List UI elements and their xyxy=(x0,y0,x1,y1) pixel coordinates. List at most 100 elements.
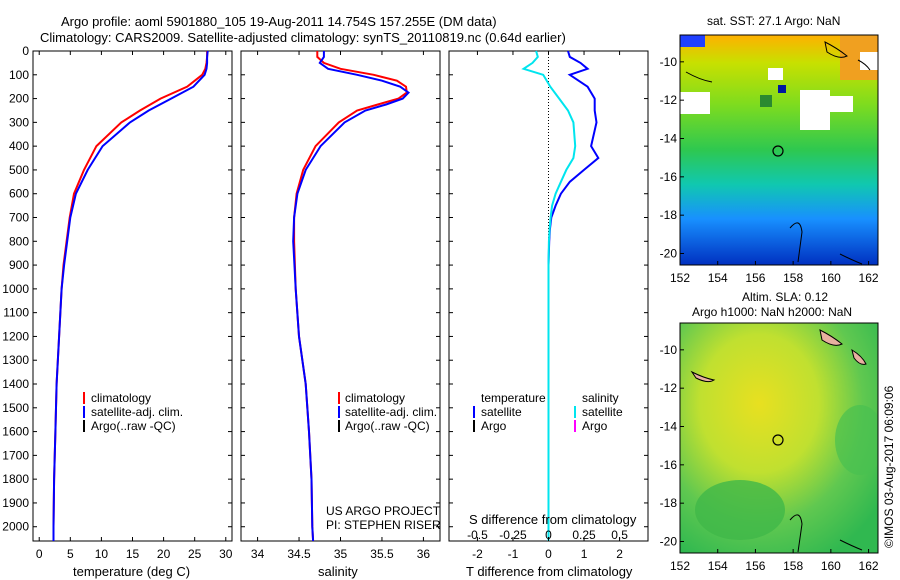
depth-tick-label: 300 xyxy=(9,115,29,129)
depth-tick-label: 1800 xyxy=(2,472,29,486)
difference-xlabel-top: S difference from climatology xyxy=(469,512,637,527)
map-y-tick-label: -20 xyxy=(660,535,678,549)
salinity-xlabel: salinity xyxy=(318,564,358,579)
title-line-2: Climatology: CARS2009. Satellite-adjuste… xyxy=(40,30,566,45)
x-tick-label: 34.5 xyxy=(287,547,311,561)
legend-argo-label: Argo(..raw -QC) xyxy=(345,419,430,433)
sla-map-coastlines xyxy=(690,329,867,553)
sst-map-coastlines xyxy=(685,41,871,265)
legend-temp-satellite-label: satellite xyxy=(481,405,522,419)
temperature-legend: climatology satellite-adj. clim. Argo(..… xyxy=(83,391,183,433)
difference-legend: temperature satellite Argo salinity sate… xyxy=(473,391,623,433)
salinity-legend: climatology satellite-adj. clim. Argo(..… xyxy=(338,391,437,433)
temperature-plot: 0 5 10 15 20 25 30 xyxy=(36,50,233,561)
x-tick-label: 15 xyxy=(126,547,140,561)
map-x-tick-label: 156 xyxy=(745,271,765,285)
sla-argo-position-marker xyxy=(772,434,784,446)
depth-tick-label: 500 xyxy=(9,163,29,177)
depth-tick-label: 1500 xyxy=(2,401,29,415)
map-y-tick-label: -14 xyxy=(660,132,678,146)
series-line-climatology xyxy=(52,51,209,541)
x-tick-label: 35.5 xyxy=(370,547,394,561)
legend-sal-satellite-label: satellite xyxy=(582,405,623,419)
depth-axis: 0 100 200 300 400 500 600 700 800 900 1000 1100 1200… xyxy=(2,44,648,534)
legend-satellite-label: satellite-adj. clim. xyxy=(91,405,183,419)
legend-argo-label: Argo(..raw -QC) xyxy=(91,419,176,433)
map-x-tick-label: 154 xyxy=(708,271,728,285)
difference-plot: -2 -1 0 1 2 -0.5 -0.25 0 0.25 0.5 xyxy=(467,50,628,561)
series-line-satellite-adj-clim- xyxy=(52,50,209,541)
s-tick-label: 0.5 xyxy=(611,528,628,542)
depth-tick-label: 1600 xyxy=(2,425,29,439)
depth-tick-label: 1900 xyxy=(2,496,29,510)
project-annotation: US ARGO PROJECT xyxy=(326,504,441,518)
salinity-plot: 34 34.5 35 35.5 36 xyxy=(251,51,430,561)
x-tick-label: 25 xyxy=(188,547,202,561)
x-tick-label: 35 xyxy=(334,547,348,561)
temperature-axes xyxy=(32,50,233,542)
pi-annotation: PI: STEPHEN RISER xyxy=(326,518,441,532)
depth-tick-label: 1400 xyxy=(2,377,29,391)
x-tick-label: 34 xyxy=(251,547,265,561)
map-x-tick-label: 160 xyxy=(821,271,841,285)
map-x-tick-label: 158 xyxy=(783,559,803,573)
map-x-tick-label: 154 xyxy=(708,559,728,573)
x-tick-label: 0 xyxy=(545,547,552,561)
depth-tick-label: 100 xyxy=(9,68,29,82)
map-y-tick-label: -10 xyxy=(660,55,678,69)
depth-tick-label: 1700 xyxy=(2,448,29,462)
difference-xlabel-bottom: T difference from climatology xyxy=(466,564,633,579)
sst-map-axes: 152 154 156 158 160 162 -10 -12 -14 -16 -18 -20 xyxy=(660,55,879,285)
depth-tick-label: 200 xyxy=(9,92,29,106)
map-y-tick-label: -16 xyxy=(660,458,678,472)
s-tick-label: -0.25 xyxy=(499,528,527,542)
series-line-salinity-satellite xyxy=(521,50,577,541)
sst-map-frame xyxy=(679,34,879,266)
x-tick-label: 1 xyxy=(581,547,588,561)
credit-stamp: ©IMOS 03-Aug-2017 06:09:06 xyxy=(882,385,896,548)
map-x-tick-label: 162 xyxy=(859,271,879,285)
sla-map-title: Altim. SLA: 0.12 xyxy=(742,290,828,304)
series-line-satellite-adj-clim- xyxy=(292,51,411,542)
depth-tick-label: 1100 xyxy=(3,306,29,320)
depth-tick-label: 700 xyxy=(9,211,29,225)
legend-sal-argo-label: Argo xyxy=(582,419,608,433)
s-tick-label: 0 xyxy=(545,528,552,542)
map-y-tick-label: -12 xyxy=(660,93,678,107)
x-tick-label: -2 xyxy=(472,547,483,561)
sst-map-field xyxy=(680,35,878,265)
depth-tick-label: 1200 xyxy=(2,329,29,343)
title-line-1: Argo profile: aoml 5901880_105 19-Aug-20… xyxy=(61,14,497,29)
map-x-tick-label: 158 xyxy=(783,271,803,285)
map-y-tick-label: -12 xyxy=(660,381,678,395)
sla-map-field xyxy=(680,323,878,553)
map-x-tick-label: 152 xyxy=(670,271,690,285)
x-tick-label: 5 xyxy=(67,547,74,561)
depth-tick-label: 0 xyxy=(22,44,29,58)
depth-tick-label: 900 xyxy=(9,258,29,272)
x-tick-label: 10 xyxy=(95,547,109,561)
s-tick-label: -0.5 xyxy=(467,528,488,542)
legend-salinity-header: salinity xyxy=(582,391,619,405)
legend-temperature-header: temperature xyxy=(481,391,546,405)
legend-satellite-label: satellite-adj. clim. xyxy=(345,405,437,419)
sla-map-axes: 152 154 156 158 160 162 -10 -12 -14 -16 -18 -20 xyxy=(660,343,879,573)
map-y-tick-label: -20 xyxy=(660,247,678,261)
map-y-tick-label: -10 xyxy=(660,343,678,357)
depth-tick-label: 1300 xyxy=(2,353,29,367)
temperature-xlabel: temperature (deg C) xyxy=(73,564,190,579)
depth-tick-label: 400 xyxy=(9,139,29,153)
s-tick-label: 0.25 xyxy=(572,528,596,542)
sla-map-subtitle: Argo h1000: NaN h2000: NaN xyxy=(692,305,852,319)
legend-temp-argo-label: Argo xyxy=(481,419,507,433)
x-tick-label: 0 xyxy=(36,547,43,561)
map-y-tick-label: -18 xyxy=(660,496,678,510)
map-x-tick-label: 152 xyxy=(670,559,690,573)
sla-map-frame xyxy=(679,322,879,554)
depth-tick-label: 800 xyxy=(9,234,29,248)
x-tick-label: -1 xyxy=(508,547,519,561)
legend-climatology-label: climatology xyxy=(91,391,151,405)
legend-climatology-label: climatology xyxy=(345,391,405,405)
map-y-tick-label: -16 xyxy=(660,170,678,184)
